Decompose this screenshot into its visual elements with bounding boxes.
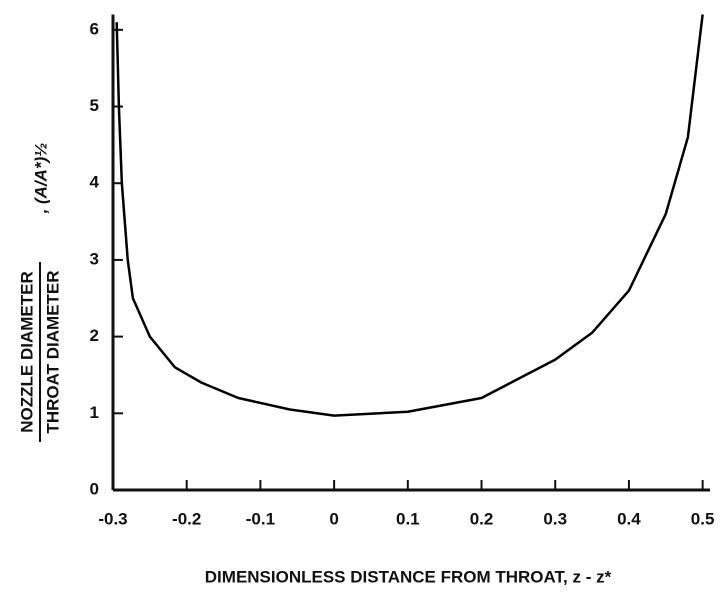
x-tick-label: 0.5 [691, 509, 715, 528]
y-tick-label: 0 [90, 479, 99, 498]
y-tick-label: 5 [90, 96, 99, 115]
y-tick-label: 1 [90, 403, 99, 422]
x-axis-label: DIMENSIONLESS DISTANCE FROM THROAT, z - … [205, 567, 612, 586]
y-tick-label: 2 [90, 326, 99, 345]
y-tick-label: 4 [90, 173, 100, 192]
x-tick-label: 0.3 [543, 509, 567, 528]
curve [115, 14, 704, 417]
y-tick-label: 6 [90, 19, 99, 38]
x-tick-label: 0.1 [396, 509, 420, 528]
y-tick-label: 3 [90, 249, 99, 268]
x-tick-label: 0.2 [470, 509, 494, 528]
y-axis-label-formula: , (A/A*)½ [31, 143, 50, 215]
x-tick-label: 0 [329, 509, 338, 528]
x-tick-label: 0.4 [617, 509, 641, 528]
y-axis-label-numerator: NOZZLE DIAMETER [17, 271, 36, 433]
x-tick-label: -0.1 [246, 509, 275, 528]
x-tick-label: -0.2 [172, 509, 201, 528]
y-axis-label-denominator: THROAT DIAMETER [43, 270, 62, 433]
x-tick-label: -0.3 [98, 509, 127, 528]
